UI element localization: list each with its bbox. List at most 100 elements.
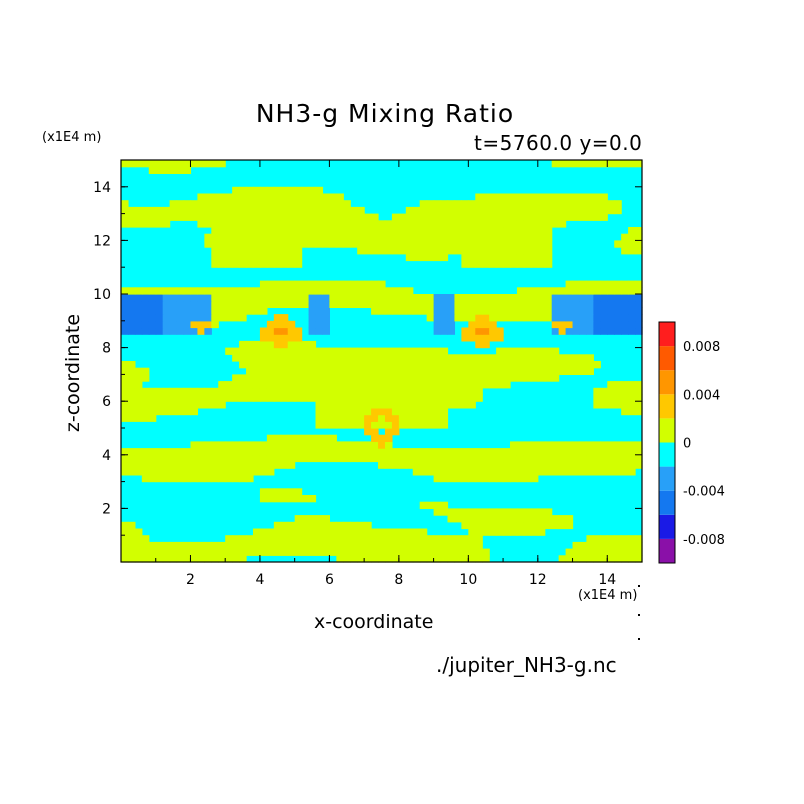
heatmap-cell	[586, 193, 594, 201]
heatmap-cell	[398, 367, 407, 375]
heatmap-cell	[294, 227, 303, 235]
heatmap-cell	[259, 381, 268, 389]
heatmap-cell	[259, 206, 268, 215]
heatmap-cell	[405, 541, 414, 550]
heatmap-cell	[176, 548, 185, 556]
heatmap-cell	[239, 441, 247, 449]
heatmap-cell	[496, 327, 504, 335]
heatmap-cell	[384, 354, 393, 362]
heatmap-cell	[496, 374, 504, 382]
heatmap-cell	[239, 200, 247, 208]
colorbar-tick-label: 0	[683, 437, 691, 452]
heatmap-cell	[266, 186, 275, 195]
heatmap-cell	[301, 220, 310, 228]
heatmap-cell	[287, 206, 296, 215]
heatmap-cell	[176, 294, 185, 302]
heatmap-cell	[586, 307, 594, 315]
heatmap-cell	[322, 233, 330, 241]
heatmap-cell	[635, 394, 643, 402]
heatmap-cell	[572, 454, 581, 463]
heatmap-cell	[190, 314, 199, 322]
heatmap-cell	[496, 294, 504, 302]
heatmap-cell	[121, 287, 129, 295]
heatmap-cell	[308, 528, 317, 536]
heatmap-cell	[280, 387, 289, 396]
heatmap-cell	[364, 441, 372, 449]
heatmap-cell	[600, 213, 608, 221]
heatmap-cell	[391, 394, 400, 402]
heatmap-cell	[280, 448, 289, 456]
heatmap-cell	[162, 401, 171, 409]
heatmap-cell	[628, 160, 636, 168]
heatmap-cell	[148, 206, 157, 215]
heatmap-cell	[579, 294, 588, 302]
heatmap-cell	[336, 454, 344, 463]
heatmap-cell	[280, 200, 289, 208]
heatmap-cell	[621, 448, 629, 456]
heatmap-cell	[565, 515, 574, 523]
heatmap-cell	[329, 441, 337, 449]
heatmap-cell	[273, 280, 282, 288]
heatmap-cell	[162, 474, 171, 483]
heatmap-cell	[412, 227, 421, 235]
heatmap-cell	[350, 287, 358, 295]
heatmap-cell	[246, 260, 254, 268]
heatmap-cell	[607, 461, 615, 469]
heatmap-cell	[384, 361, 393, 369]
heatmap-cell	[398, 528, 407, 536]
heatmap-cell	[468, 555, 476, 563]
heatmap-cell	[169, 407, 178, 416]
heatmap-cell	[329, 401, 337, 409]
heatmap-cell	[280, 441, 289, 449]
heatmap-cell	[225, 294, 233, 302]
heatmap-cell	[440, 294, 449, 302]
heatmap-cell	[252, 233, 261, 241]
heatmap-cell	[461, 220, 469, 228]
heatmap-cell	[530, 461, 539, 469]
heatmap-cell	[322, 434, 330, 442]
heatmap-cell	[273, 454, 282, 463]
heatmap-cell	[266, 394, 275, 402]
heatmap-cell	[280, 206, 289, 215]
heatmap-cell	[225, 200, 233, 208]
heatmap-cell	[433, 294, 442, 302]
heatmap-cell	[246, 461, 254, 469]
heatmap-cell	[371, 240, 379, 248]
heatmap-cell	[614, 287, 622, 295]
heatmap-cell	[461, 521, 469, 530]
heatmap-cell	[294, 327, 303, 335]
heatmap-cell	[127, 367, 136, 375]
heatmap-cell	[155, 387, 164, 396]
heatmap-cell	[503, 347, 511, 355]
heatmap-cell	[134, 548, 143, 556]
heatmap-cell	[371, 434, 379, 442]
heatmap-cell	[211, 253, 219, 262]
heatmap-cell	[412, 354, 421, 362]
heatmap-cell	[475, 334, 483, 342]
heatmap-cell	[489, 233, 497, 241]
heatmap-cell	[607, 160, 615, 168]
heatmap-cell	[336, 206, 344, 215]
heatmap-cell	[239, 220, 247, 228]
heatmap-cell	[482, 454, 490, 463]
heatmap-cell	[308, 541, 317, 550]
heatmap-cell	[357, 541, 365, 550]
heatmap-cell	[523, 307, 532, 315]
heatmap-cell	[315, 314, 324, 322]
heatmap-cell	[482, 508, 490, 516]
heatmap-cell	[246, 448, 254, 456]
heatmap-cell	[565, 354, 574, 362]
heatmap-cell	[211, 320, 219, 329]
heatmap-cell	[232, 448, 240, 456]
heatmap-cell	[315, 367, 324, 375]
heatmap-cell	[496, 347, 504, 355]
heatmap-cell	[516, 193, 525, 201]
heatmap-cell	[544, 347, 553, 355]
heatmap-cell	[635, 387, 643, 396]
heatmap-cell	[551, 367, 560, 375]
heatmap-cell	[315, 240, 324, 248]
colorbar-swatch	[659, 514, 675, 539]
heatmap-cell	[287, 320, 296, 329]
heatmap-cell	[239, 387, 247, 396]
heatmap-cell	[440, 461, 449, 469]
